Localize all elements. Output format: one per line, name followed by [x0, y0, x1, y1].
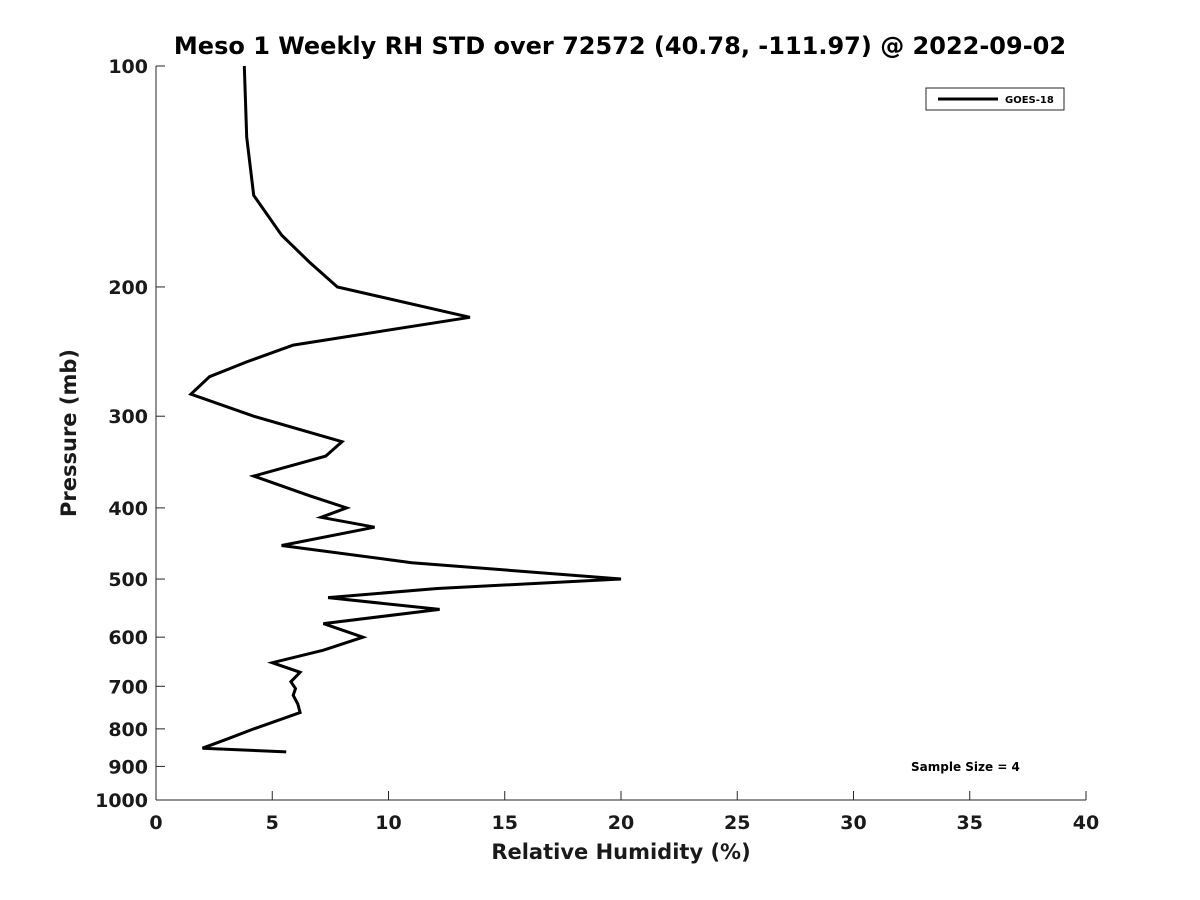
x-tick-label: 0	[149, 812, 162, 834]
y-tick-label: 1000	[95, 790, 148, 812]
y-tick-label: 600	[108, 627, 148, 649]
x-axis-label: Relative Humidity (%)	[491, 840, 750, 864]
chart-title: Meso 1 Weekly RH STD over 72572 (40.78, …	[174, 32, 1066, 60]
x-tick-label: 35	[957, 812, 983, 834]
x-tick-label: 30	[840, 812, 866, 834]
y-tick-label: 800	[108, 719, 148, 741]
y-tick-label: 900	[108, 756, 148, 778]
series-layer	[188, 65, 622, 754]
series-line-goes-18	[188, 65, 622, 754]
y-tick-label: 400	[108, 498, 148, 520]
x-tick-group: 0 5 10 15 20 25 30 35 40	[149, 791, 1099, 834]
legend-label-goes-18: GOES-18	[1005, 95, 1054, 106]
x-tick-label: 10	[375, 812, 401, 834]
legend: GOES-18	[925, 87, 1065, 111]
x-tick-label: 40	[1073, 812, 1099, 834]
y-tick-label: 100	[108, 56, 148, 78]
x-tick-label: 25	[724, 812, 750, 834]
y-tick-label: 700	[108, 676, 148, 698]
x-tick-label: 5	[266, 812, 279, 834]
y-tick-label: 500	[108, 569, 148, 591]
sample-size-annotation: Sample Size = 4	[911, 760, 1020, 774]
y-tick-label: 300	[108, 406, 148, 428]
y-axis-label: Pressure (mb)	[57, 349, 81, 517]
x-tick-label: 20	[608, 812, 634, 834]
y-tick-label: 200	[108, 277, 148, 299]
x-tick-label: 15	[492, 812, 518, 834]
y-tick-group: 100 200 300 400 500 600 700 800 900 1000	[95, 56, 165, 812]
